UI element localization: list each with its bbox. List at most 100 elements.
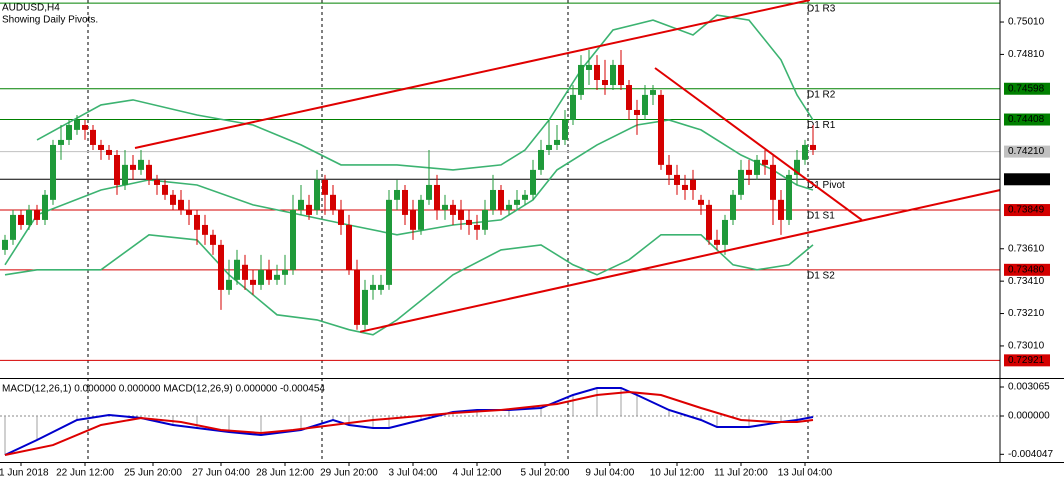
candle-body xyxy=(642,94,648,115)
candle-body xyxy=(186,209,192,215)
candle-body xyxy=(762,159,768,165)
candle-body xyxy=(690,179,696,190)
candle-body xyxy=(554,139,560,145)
candle-body xyxy=(2,239,8,250)
candle-body xyxy=(218,244,224,290)
x-tick-label: 9 Jul 04:00 xyxy=(585,468,634,479)
candle-body xyxy=(306,204,312,215)
candle-body xyxy=(314,179,320,210)
candle-body xyxy=(130,164,136,170)
candle-body xyxy=(298,199,304,210)
candle-body xyxy=(330,194,336,210)
candle-body xyxy=(194,214,200,230)
candle-body xyxy=(50,144,56,200)
x-tick-label: 4 Jul 12:00 xyxy=(453,468,502,479)
price-box xyxy=(1004,263,1050,276)
y-tick-label: 0.73610 xyxy=(1008,243,1045,254)
candle-body xyxy=(618,64,624,86)
day-separators xyxy=(87,0,809,462)
candle-body xyxy=(714,239,720,245)
x-tick-label: 22 Jun 12:00 xyxy=(56,468,114,479)
y-tick-label: 0.73410 xyxy=(1008,276,1045,287)
macd-title: MACD(12,26,1) 0.000000 0.000000 MACD(12,… xyxy=(2,384,325,395)
x-tick-label: 21 Jun 2018 xyxy=(0,468,49,479)
candle-body xyxy=(354,269,360,325)
candle-body xyxy=(634,109,640,115)
candle-body xyxy=(746,169,752,175)
trend-line xyxy=(654,67,863,221)
price-box-label: 0.73480 xyxy=(1008,264,1045,275)
candle-body xyxy=(490,189,496,210)
pivot-label: D1 R1 xyxy=(807,120,836,131)
candle-body xyxy=(66,125,72,140)
current-price-label: 0.74210 xyxy=(1008,146,1045,157)
candle-body xyxy=(474,224,480,230)
candle-body xyxy=(506,204,512,210)
candle-body xyxy=(226,279,232,290)
price-box-label: 0.74039 xyxy=(1008,174,1045,185)
chart-title: AUDUSD,H4 xyxy=(2,3,60,14)
candle-body xyxy=(402,189,408,215)
candle-body xyxy=(538,149,544,170)
chart-subtitle: Showing Daily Pivots. xyxy=(2,15,98,26)
current-price-box xyxy=(1004,145,1050,158)
candle-body xyxy=(650,90,656,95)
candle-body xyxy=(666,164,672,175)
price-box xyxy=(1004,82,1050,95)
candle-body xyxy=(738,169,744,195)
candle-body xyxy=(42,194,48,220)
candle-body xyxy=(154,179,160,185)
bollinger-band xyxy=(36,14,814,171)
candle-body xyxy=(26,209,32,225)
price-box-label: 0.74598 xyxy=(1008,83,1045,94)
candle-body xyxy=(82,125,88,130)
candle-body xyxy=(786,174,792,220)
candle-body xyxy=(34,209,40,220)
x-tick-label: 3 Jul 04:00 xyxy=(389,468,438,479)
candle-body xyxy=(250,279,256,285)
pivot-label: D1 S1 xyxy=(807,211,835,222)
candle-body xyxy=(466,219,472,225)
candle-body xyxy=(698,199,704,205)
bollinger-band xyxy=(4,233,814,336)
candle-body xyxy=(394,189,400,200)
candle-body xyxy=(562,120,568,140)
candle-body xyxy=(426,184,432,200)
candle-body xyxy=(730,194,736,220)
x-tick-label: 10 Jul 12:00 xyxy=(650,468,705,479)
price-box-label: 0.73849 xyxy=(1008,205,1045,216)
macd-line xyxy=(4,390,814,456)
candle-body xyxy=(434,184,440,210)
y-tick-label: 0.73210 xyxy=(1008,308,1045,319)
candle-body xyxy=(122,164,128,185)
candle-body xyxy=(610,64,616,86)
candle-body xyxy=(138,159,144,170)
candle-body xyxy=(706,204,712,240)
candle-body xyxy=(258,269,264,285)
candle-body xyxy=(810,144,816,150)
candle-body xyxy=(266,269,272,280)
pivot-label: D1 R2 xyxy=(807,89,836,100)
candle-body xyxy=(114,154,120,185)
x-tick-label: 28 Jun 12:00 xyxy=(256,468,314,479)
candle-body xyxy=(578,64,584,95)
candle-body xyxy=(386,199,392,285)
candle-body xyxy=(338,209,344,225)
y-tick-label: 0.73010 xyxy=(1008,341,1045,352)
candle-body xyxy=(722,219,728,245)
y-tick-label: 0.75010 xyxy=(1008,17,1045,28)
price-box-label: 0.74408 xyxy=(1008,114,1045,125)
price-panel: D1 R3 D1 R2 D1 R1 D1 Pivot D1 S1 D1 S2 xyxy=(0,0,1000,361)
pivot-label: D1 S2 xyxy=(807,270,835,281)
candle-body xyxy=(626,85,632,110)
candle-body xyxy=(682,184,688,190)
candle-body xyxy=(570,94,576,121)
price-box xyxy=(1004,204,1050,217)
candle-body xyxy=(802,144,808,160)
pivot-label: D1 Pivot xyxy=(807,180,845,191)
x-tick-label: 5 Jul 20:00 xyxy=(521,468,570,479)
candle-body xyxy=(378,284,384,290)
y-tick-label: 0.003065 xyxy=(1008,382,1050,393)
